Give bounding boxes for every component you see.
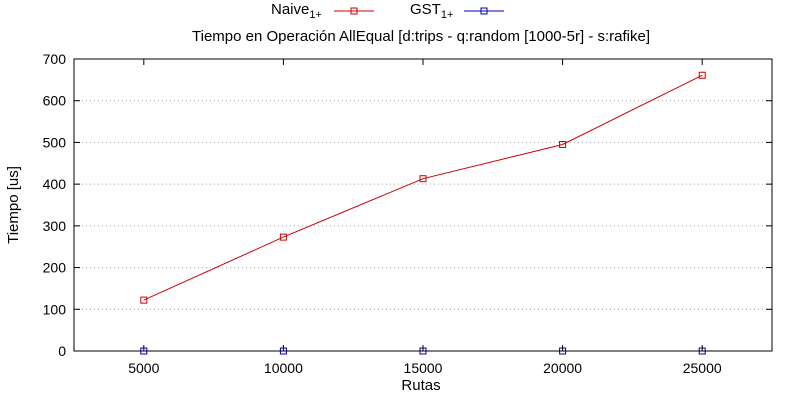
legend-marker: [480, 7, 488, 15]
legend-series-subscript: 1+: [309, 9, 322, 21]
x-tick-label: 25000: [683, 360, 722, 376]
data-point: [279, 233, 287, 241]
legend-series-subscript: 1+: [441, 9, 454, 21]
y-axis-title: Tiempo [us]: [5, 166, 22, 244]
x-tick-label: 20000: [543, 360, 582, 376]
series-line: [143, 74, 703, 301]
x-tick-label: 15000: [404, 360, 443, 376]
y-tick-label: 0: [58, 343, 66, 359]
x-tick-label: 5000: [128, 360, 159, 376]
legend-series-name: Naive: [271, 1, 309, 18]
y-tick-label: 700: [43, 51, 67, 67]
y-tick-label: 100: [43, 301, 67, 317]
data-point: [698, 71, 706, 79]
series-naive: [140, 71, 706, 304]
y-tick-label: 600: [43, 93, 67, 109]
y-tick-label: 200: [43, 260, 67, 276]
legend: Naive1+ GST1+: [271, 1, 504, 21]
y-tick-label: 500: [43, 134, 67, 150]
legend-label: GST1+: [410, 1, 453, 21]
chart-title: Tiempo en Operación AllEqual [d:trips - …: [192, 28, 650, 45]
grid-lines: [74, 100, 772, 310]
legend-label: Naive1+: [271, 1, 322, 21]
legend-series-name: GST: [410, 1, 441, 18]
legend-marker: [350, 7, 358, 15]
x-axis-title: Rutas: [401, 377, 440, 394]
data-point: [140, 296, 148, 304]
axis-labels: 0 100 200 300 400 500 600 700 5000 10000 15000 2000…: [43, 51, 722, 376]
y-tick-label: 400: [43, 176, 67, 192]
data-point: [559, 141, 567, 149]
x-tick-label: 10000: [264, 360, 303, 376]
data-point: [419, 175, 427, 183]
axis-ticks: [74, 58, 772, 352]
y-tick-label: 300: [43, 218, 67, 234]
